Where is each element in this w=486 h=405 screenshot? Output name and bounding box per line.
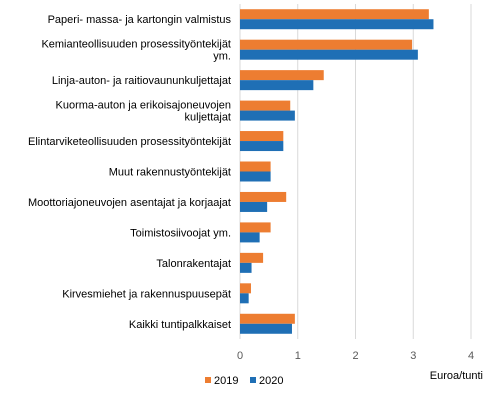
legend: 2019 2020 <box>205 375 283 387</box>
bar-2019 <box>240 252 264 263</box>
gridlines <box>239 4 472 339</box>
legend-swatch-2019 <box>205 377 211 383</box>
legend-swatch-2020 <box>250 377 256 383</box>
bar-2019 <box>240 39 413 50</box>
bar-2020 <box>240 49 418 60</box>
category-label: Kemianteollisuuden prosessityöntekijät <box>41 39 231 51</box>
category-label: kuljettajat <box>185 112 231 124</box>
bar-2020 <box>240 293 249 304</box>
category-label: Toimistosiivoojat ym. <box>130 227 231 239</box>
category-label: Kuorma-auton ja erikoisajoneuvojen <box>56 100 232 112</box>
bars <box>240 9 434 334</box>
x-tick-labels: 0 1 2 3 4 <box>237 350 474 362</box>
category-labels: Paperi- massa- ja kartongin valmistus Kem… <box>28 14 232 331</box>
bar-2020 <box>240 141 284 152</box>
bar-2020 <box>240 19 434 30</box>
category-label: Talonrakentajat <box>156 258 231 270</box>
x-tick-label: 4 <box>468 350 474 362</box>
bar-2019 <box>240 313 295 324</box>
category-label: Kaikki tuntipalkkaiset <box>129 319 231 331</box>
category-label: Elintarviketeollisuuden prosessityönteki… <box>28 136 231 148</box>
bar-2020 <box>240 201 268 212</box>
bar-2019 <box>240 70 324 81</box>
x-axis-title: Euroa/tunti <box>430 370 483 382</box>
bar-2020 <box>240 262 252 273</box>
category-label: Kirvesmiehet ja rakennuspuusepät <box>62 288 231 300</box>
x-tick-label: 0 <box>237 350 243 362</box>
category-label: Muut rakennustyöntekijät <box>109 167 231 179</box>
bar-2019 <box>240 100 291 111</box>
bar-2020 <box>240 232 260 243</box>
x-tick-label: 1 <box>295 350 301 362</box>
bar-2020 <box>240 80 314 91</box>
category-label: Linja-auton- ja raitiovaununkuljettajat <box>52 75 231 87</box>
category-label: Moottoriajoneuvojen asentajat ja korjaaj… <box>28 197 231 209</box>
category-label: Paperi- massa- ja kartongin valmistus <box>48 14 232 26</box>
legend-label-2019: 2019 <box>214 375 238 387</box>
bar-2019 <box>240 131 284 142</box>
category-label: ym. <box>213 51 231 63</box>
bar-2020 <box>240 110 295 121</box>
bar-2020 <box>240 323 292 334</box>
bar-2019 <box>240 283 251 294</box>
bar-2020 <box>240 171 271 182</box>
x-tick-label: 2 <box>352 350 358 362</box>
x-tick-label: 3 <box>410 350 416 362</box>
bar-2019 <box>240 9 429 20</box>
bar-2019 <box>240 191 287 202</box>
legend-label-2020: 2020 <box>259 375 283 387</box>
bar-2019 <box>240 161 271 172</box>
bar-2019 <box>240 222 271 233</box>
